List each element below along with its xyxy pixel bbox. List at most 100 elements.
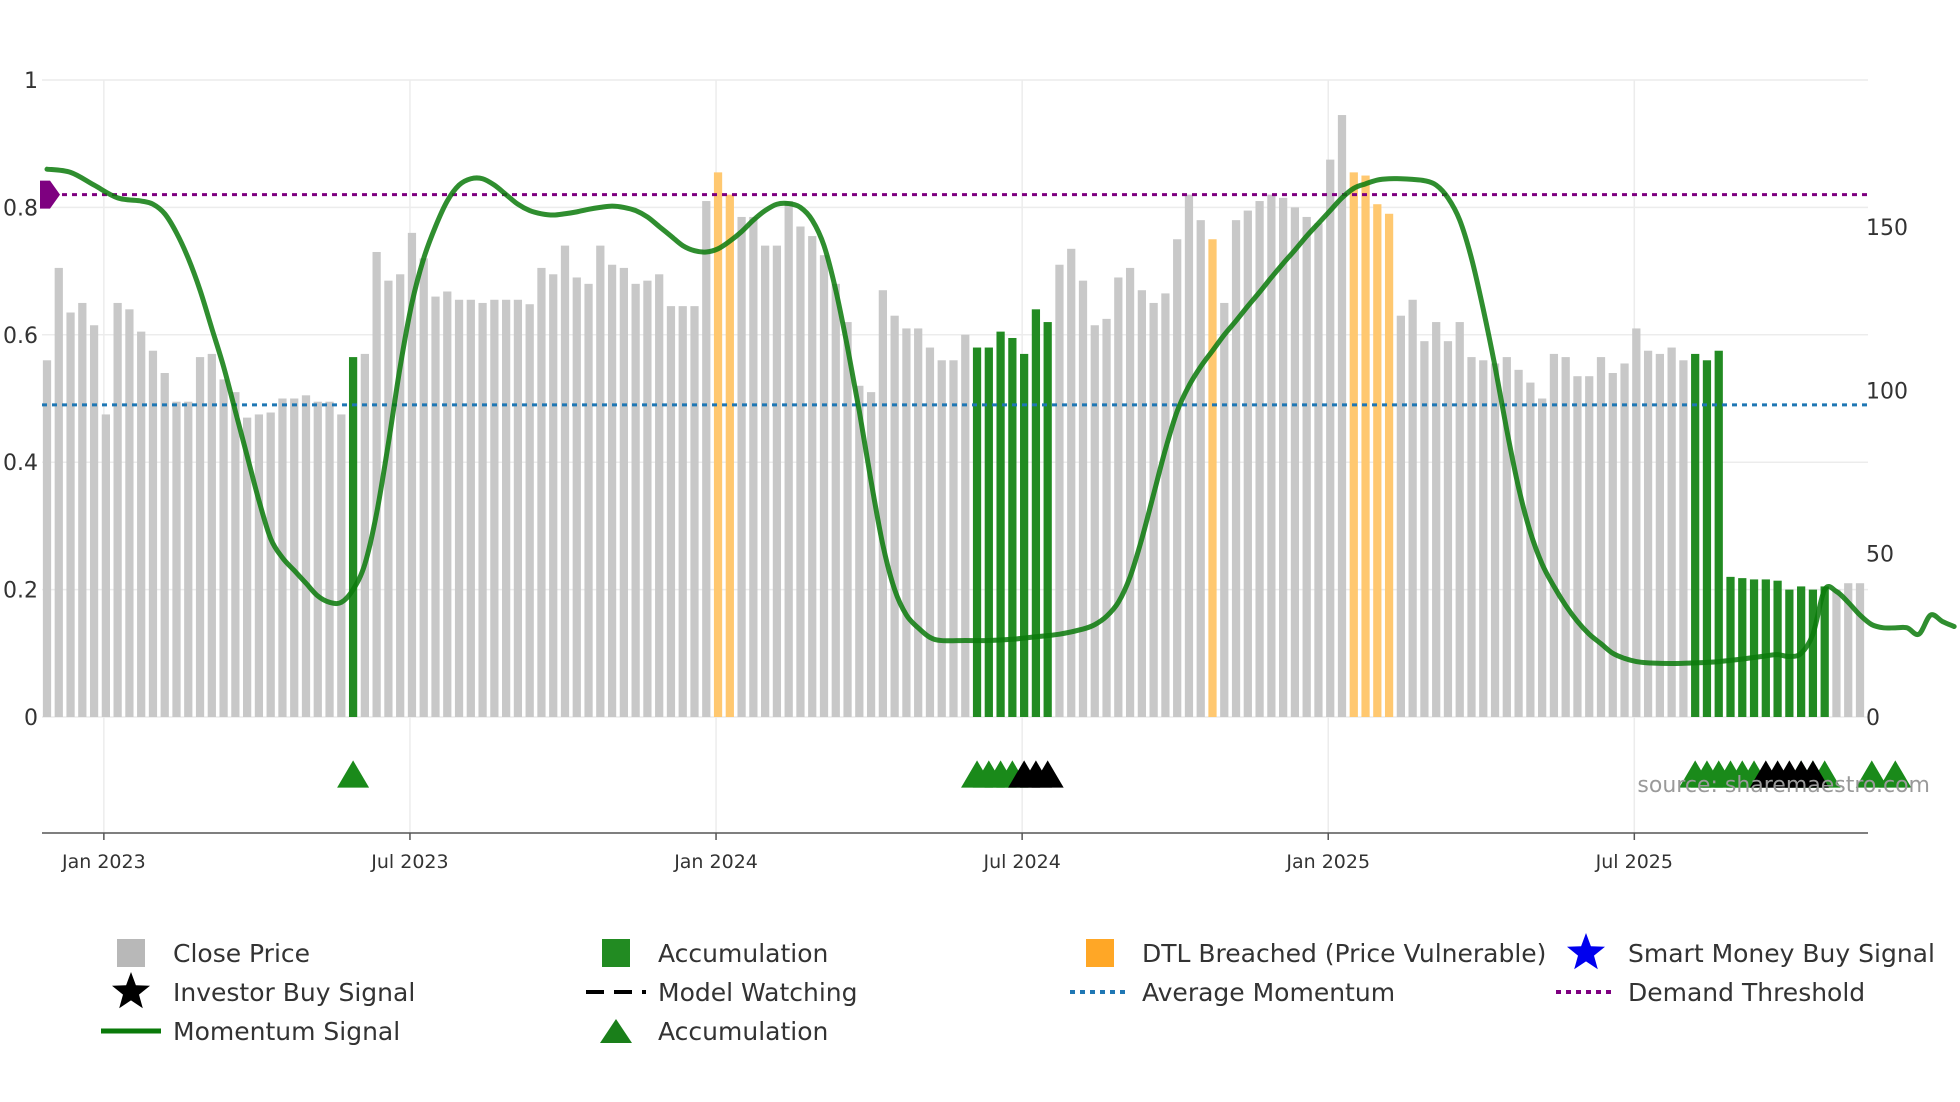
close-price-bar [831, 283, 840, 717]
x-axis-tick: Jul 2025 [1595, 851, 1673, 873]
close-price-bar [137, 331, 146, 717]
close-price-bar [195, 357, 205, 717]
close-price-bar [172, 401, 181, 717]
close-price-bar [819, 255, 829, 718]
close-price-bar [866, 392, 876, 717]
close-price-bar [1643, 350, 1653, 717]
close-price-bar [1432, 322, 1441, 717]
close-price-bar [537, 267, 546, 717]
close-price-bar [1161, 293, 1170, 717]
close-price-bar [1137, 290, 1146, 717]
accumulation-triangle [1855, 760, 1888, 788]
accumulation-bar [1738, 578, 1747, 717]
legend-item: Momentum Signal [101, 1017, 400, 1046]
dtl-breached-bar [725, 194, 734, 717]
accumulation-bar [1691, 353, 1700, 717]
close-price-bar [1090, 325, 1099, 717]
close-price-bar [231, 392, 240, 717]
dtl-breached-price-vulnerable-swatch [1086, 939, 1114, 967]
legend-item: Model Watching [586, 978, 858, 1007]
signal-markers [337, 760, 1912, 788]
close-price-bar [619, 267, 628, 717]
source-label: source: sharemaestro.com [1637, 773, 1930, 798]
close-price-bar [737, 216, 746, 717]
accumulation-bar [1031, 309, 1041, 717]
legend-label: Model Watching [658, 978, 858, 1007]
close-price-bar [560, 245, 570, 717]
x-axis-tick: Jul 2024 [982, 851, 1060, 873]
accumulation-bar [348, 357, 358, 717]
right-axis-tick: 100 [1866, 379, 1908, 404]
close-price-bar [902, 328, 911, 717]
accumulation-bar [1714, 350, 1723, 717]
investor-buy-marker [1796, 760, 1829, 788]
legend-label: Accumulation [658, 1017, 828, 1046]
close-price-bar [702, 201, 711, 717]
left-axis-tick: 0.8 [3, 196, 38, 221]
close-price-bar [584, 283, 593, 717]
close-price-bar [372, 251, 381, 718]
close-price-bar [1596, 357, 1606, 717]
accumulation-triangle [337, 760, 370, 788]
left-axis-tick: 0.4 [3, 451, 38, 476]
close-price-bar [843, 322, 852, 717]
close-price-bar [678, 306, 687, 717]
accumulation-triangle [1879, 760, 1912, 788]
close-price-bar [1443, 341, 1453, 717]
close-price-bar [1149, 302, 1158, 717]
smart-money-buy-signal-star-icon [1567, 933, 1605, 970]
close-price-bar [772, 245, 782, 717]
close-price-bar [1667, 347, 1676, 717]
close-price-bar [596, 245, 605, 717]
close-price-bar [78, 302, 87, 717]
legend-item: Accumulation [602, 939, 828, 968]
close-price-bar [66, 312, 75, 717]
momentum-signal-line [44, 166, 1957, 666]
dtl-breached-bar [1373, 204, 1382, 718]
close-price-bar [384, 280, 393, 717]
close-price-bar [890, 315, 899, 717]
close-price-bar [337, 414, 346, 717]
close-price-bar [1479, 360, 1488, 717]
close-price-bar [148, 350, 158, 717]
close-price-bar [113, 302, 122, 717]
left-axis-tick: 0.2 [3, 579, 38, 604]
close-price-bar [1326, 159, 1335, 717]
close-price-bar [290, 398, 299, 717]
close-price-bar [1267, 194, 1276, 717]
right-axis-tick: 0 [1866, 706, 1880, 731]
close-price-bar [690, 306, 699, 717]
close-price-bar [1855, 583, 1865, 717]
legend-item: DTL Breached (Price Vulnerable) [1086, 939, 1546, 968]
close-price-bar [431, 296, 440, 717]
investor-buy-marker [1031, 760, 1064, 788]
close-price-bar [1655, 353, 1664, 717]
close-price-bar [949, 360, 958, 717]
close-price-bar [1679, 360, 1688, 717]
close-price-bar [513, 299, 523, 717]
dtl-breached-bar [1208, 239, 1217, 717]
legend: Close Price Accumulation DTL Breached (Pri… [101, 933, 1935, 1046]
close-price-bar [1279, 197, 1288, 718]
close-price-bar [796, 226, 805, 717]
legend-label: Smart Money Buy Signal [1628, 939, 1935, 968]
accumulation-bar [1702, 360, 1712, 717]
legend-label: Close Price [173, 939, 310, 968]
close-price-bar [443, 291, 452, 717]
close-price-bar [407, 232, 417, 717]
legend-item: Investor Buy Signal [173, 978, 415, 1007]
close-price-bar [42, 360, 52, 717]
price-bars [42, 115, 1865, 718]
x-axis-tick: Jan 2025 [1285, 851, 1370, 873]
close-price-bar [914, 328, 923, 717]
close-price-bar [666, 306, 676, 717]
close-price-bar [549, 274, 558, 717]
left-axis-tick: 1 [24, 69, 38, 94]
close-price-bar [478, 302, 487, 717]
close-price-bar [243, 417, 252, 717]
close-price-bar [490, 299, 499, 717]
close-price-bar [925, 347, 935, 717]
close-price-bar [1549, 353, 1559, 717]
close-price-bar [1632, 328, 1641, 717]
close-price-bar [184, 401, 193, 717]
